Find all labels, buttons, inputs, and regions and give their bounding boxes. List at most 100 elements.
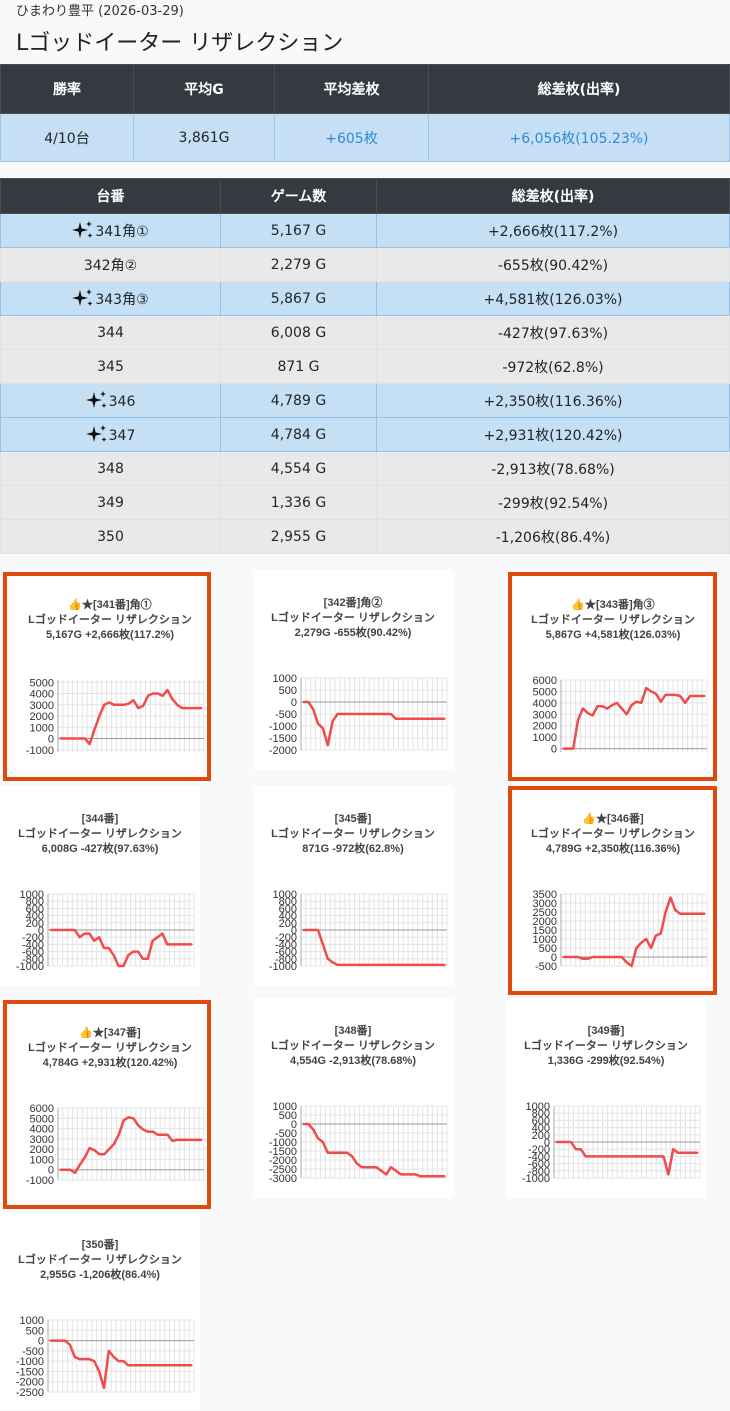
data-point <box>103 1386 105 1389</box>
chart-summary: 4,554G -2,913枚(78.68%) <box>290 1055 416 1067</box>
data-point <box>156 692 159 695</box>
data-point <box>113 703 115 706</box>
data-point <box>664 911 667 913</box>
data-point <box>586 712 589 715</box>
machine-chart-card[interactable]: 👍★[347番] Lゴッドイーター リザレクション 4,784G +2,931枚(1… <box>10 1000 210 1200</box>
machine-number-cell[interactable]: 344 <box>0 315 221 350</box>
data-point <box>302 701 305 703</box>
data-point <box>49 1339 52 1342</box>
y-tick-label: 1000 <box>533 934 557 946</box>
data-point <box>356 963 358 966</box>
data-point <box>141 1364 144 1367</box>
data-point <box>591 956 594 958</box>
machine-number-cell[interactable]: 342角② <box>0 247 221 282</box>
y-tick-label: -1000 <box>16 1356 44 1368</box>
data-point <box>59 1339 62 1342</box>
data-point <box>190 707 193 710</box>
data-point <box>161 694 164 697</box>
data-point <box>122 703 125 706</box>
header-total-diff: 総差枚(出率) <box>428 64 730 114</box>
machine-chart-card[interactable]: [350番] Lゴッドイーター リザレクション 2,955G -1,206枚(86.… <box>0 1212 200 1410</box>
machine-number-cell[interactable]: 350 <box>0 519 221 554</box>
y-tick-label: 5000 <box>30 677 54 689</box>
data-point <box>107 1349 110 1352</box>
data-point <box>572 956 575 958</box>
y-tick-label: 2000 <box>533 721 557 733</box>
data-point <box>137 950 139 953</box>
y-tick-label: -600 <box>22 947 44 959</box>
data-point <box>679 695 682 697</box>
machine-number-cell[interactable]: 349 <box>0 485 221 520</box>
data-point <box>83 737 86 740</box>
data-point <box>640 701 643 704</box>
data-point <box>341 713 344 715</box>
data-point <box>606 707 609 710</box>
data-point <box>365 963 368 966</box>
machine-number: 348 <box>97 460 124 477</box>
y-tick-label: -1000 <box>269 961 297 973</box>
y-tick-label: -400 <box>22 939 44 951</box>
y-tick-label: 0 <box>551 744 557 756</box>
machine-chart-card[interactable]: [342番]角② Lゴッドイーター リザレクション 2,279G -655枚(90.… <box>253 570 453 770</box>
machine-chart-card[interactable]: [349番] Lゴッドイーター リザレクション 1,336G -299枚(92.54… <box>506 998 706 1198</box>
data-point <box>117 703 120 706</box>
chart-title: [349番] <box>587 1025 625 1037</box>
data-point <box>635 700 638 703</box>
chart-model-name: Lゴッドイーター リザレクション <box>271 612 435 624</box>
y-tick-label: -500 <box>22 1346 44 1358</box>
data-point <box>180 1364 183 1367</box>
data-point <box>419 1175 422 1178</box>
y-tick-label: -200 <box>22 932 44 944</box>
data-point <box>146 1364 149 1367</box>
machine-number-cell[interactable]: 346 <box>0 383 221 418</box>
chart-model-name: Lゴッドイーター リザレクション <box>18 1254 182 1266</box>
data-point <box>438 963 441 966</box>
machine-number-cell[interactable]: 345 <box>0 349 221 384</box>
data-point <box>594 1155 597 1158</box>
data-point <box>83 1156 86 1159</box>
data-point <box>186 707 188 710</box>
data-point <box>161 1133 164 1136</box>
header-avg-games: 平均G <box>133 64 275 114</box>
machine-chart-card[interactable]: 👍★[341番]角① Lゴッドイーター リザレクション 5,167G +2,666枚… <box>10 572 210 772</box>
y-tick-label: -2500 <box>269 1164 297 1176</box>
machine-chart-card[interactable]: 👍★[346番] Lゴッドイーター リザレクション 4,789G +2,350枚(1… <box>513 786 713 986</box>
table-row: 343角③ 5,867 G +4,581枚(126.03%) <box>0 281 730 316</box>
data-point <box>331 1151 334 1154</box>
data-point <box>176 1364 178 1367</box>
data-point <box>433 963 436 966</box>
data-point <box>117 1133 120 1136</box>
data-point <box>181 1138 184 1141</box>
y-tick-label: 600 <box>532 1115 550 1127</box>
machine-chart-card[interactable]: [345番] Lゴッドイーター リザレクション 871G -972枚(62.8%) -… <box>253 786 453 986</box>
machine-number-cell[interactable]: 341角① <box>0 213 221 248</box>
data-point <box>195 707 198 710</box>
machine-number-cell[interactable]: 347 <box>0 417 221 452</box>
y-tick-label: 0 <box>291 697 297 709</box>
machine-number-cell[interactable]: 343角③ <box>0 281 221 316</box>
table-row: 349 1,336 G -299枚(92.54%) <box>0 485 730 520</box>
chart-summary: 2,955G -1,206枚(86.4%) <box>40 1269 160 1281</box>
data-point <box>166 943 169 946</box>
data-point <box>141 957 144 960</box>
y-tick-label: -1500 <box>16 1366 44 1378</box>
table-row: 348 4,554 G -2,913枚(78.68%) <box>0 451 730 486</box>
chart-summary: 4,784G +2,931枚(120.42%) <box>42 1057 178 1069</box>
machine-chart-card[interactable]: [344番] Lゴッドイーター リザレクション 6,008G -427枚(97.63… <box>0 786 200 986</box>
data-point <box>625 713 628 716</box>
y-tick-label: -1000 <box>269 721 297 733</box>
machine-chart-card[interactable]: [348番] Lゴッドイーター リザレクション 4,554G -2,913枚(78.… <box>253 998 453 1198</box>
y-tick-label: 600 <box>26 903 44 915</box>
data-point <box>370 963 373 966</box>
y-tick-label: -2500 <box>16 1387 44 1399</box>
data-point <box>317 722 319 725</box>
data-point <box>693 695 696 697</box>
chart-summary: 1,336G -299枚(92.54%) <box>547 1055 665 1067</box>
y-tick-label: 400 <box>26 911 44 923</box>
data-point <box>601 956 604 958</box>
data-point <box>560 1141 563 1143</box>
machine-chart-card[interactable]: 👍★[343番]角③ Lゴッドイーター リザレクション 5,867G +4,581枚… <box>513 572 713 772</box>
data-point <box>78 1163 81 1166</box>
machine-number-cell[interactable]: 348 <box>0 451 221 486</box>
data-point <box>433 717 436 720</box>
